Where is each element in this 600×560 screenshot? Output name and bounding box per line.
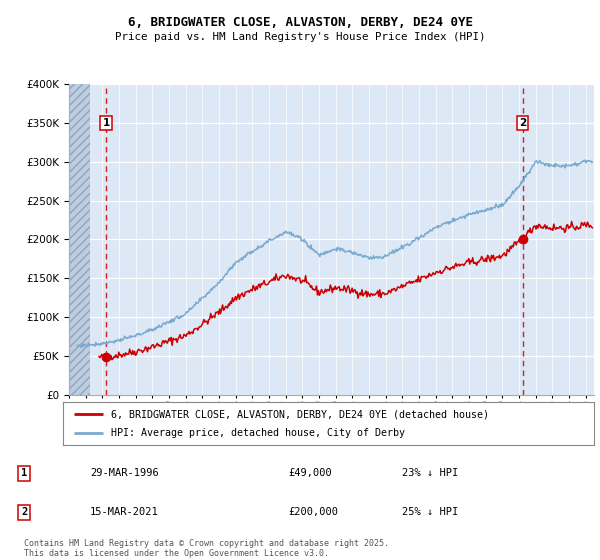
Text: £49,000: £49,000: [288, 468, 332, 478]
Text: Contains HM Land Registry data © Crown copyright and database right 2025.
This d: Contains HM Land Registry data © Crown c…: [24, 539, 389, 558]
Text: 6, BRIDGWATER CLOSE, ALVASTON, DERBY, DE24 0YE (detached house): 6, BRIDGWATER CLOSE, ALVASTON, DERBY, DE…: [111, 409, 489, 419]
Text: Price paid vs. HM Land Registry's House Price Index (HPI): Price paid vs. HM Land Registry's House …: [115, 32, 485, 43]
Text: 6, BRIDGWATER CLOSE, ALVASTON, DERBY, DE24 0YE: 6, BRIDGWATER CLOSE, ALVASTON, DERBY, DE…: [128, 16, 473, 29]
Bar: [69, 84, 90, 395]
Text: 2: 2: [21, 507, 27, 517]
Text: 2: 2: [519, 118, 526, 128]
Text: 25% ↓ HPI: 25% ↓ HPI: [402, 507, 458, 517]
Text: 1: 1: [21, 468, 27, 478]
Text: 15-MAR-2021: 15-MAR-2021: [90, 507, 159, 517]
Text: 29-MAR-1996: 29-MAR-1996: [90, 468, 159, 478]
Text: 1: 1: [103, 118, 110, 128]
Text: £200,000: £200,000: [288, 507, 338, 517]
Text: HPI: Average price, detached house, City of Derby: HPI: Average price, detached house, City…: [111, 428, 405, 438]
Text: 23% ↓ HPI: 23% ↓ HPI: [402, 468, 458, 478]
